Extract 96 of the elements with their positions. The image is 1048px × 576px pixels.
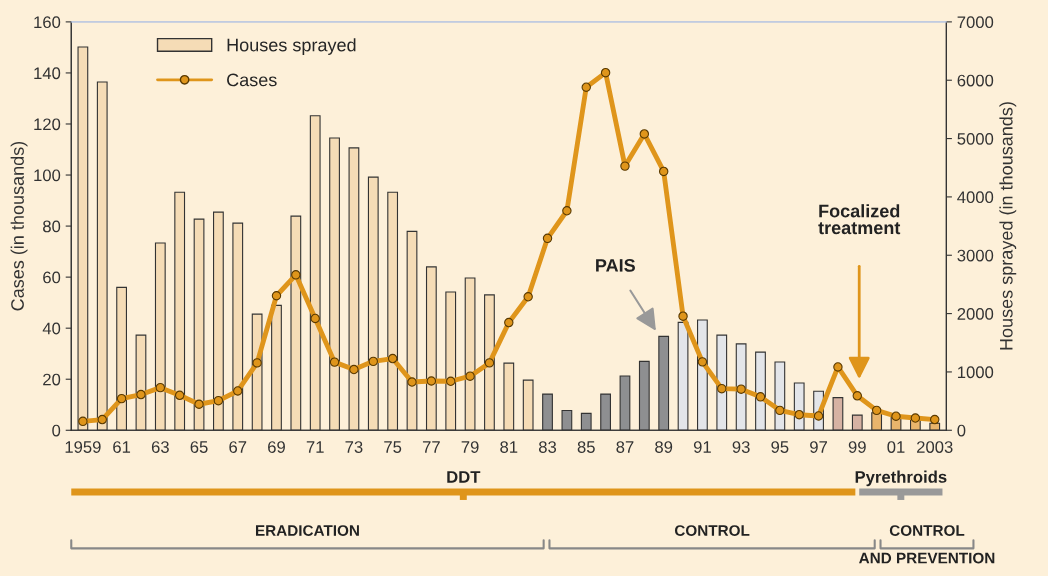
- x-tick-label: 93: [732, 441, 750, 453]
- point: [600, 67, 611, 78]
- y-tick-label: 120: [34, 118, 61, 131]
- point: [116, 393, 127, 404]
- annotation: PAIS: [596, 258, 635, 272]
- point: [213, 395, 224, 406]
- point: [620, 161, 630, 171]
- point: [310, 313, 320, 324]
- point: [174, 390, 185, 401]
- text: CONTROL: [674, 525, 750, 536]
- point: [697, 357, 708, 367]
- point: [852, 391, 863, 401]
- point: [155, 382, 166, 393]
- y2-tick-label: 5000: [957, 132, 994, 145]
- point: [194, 399, 204, 409]
- annotation: Focalized treatment: [818, 204, 901, 235]
- x-tick-label: 65: [190, 441, 208, 453]
- point: [78, 416, 88, 427]
- x-tick-label: 85: [577, 441, 595, 453]
- point: [717, 383, 727, 394]
- point: [426, 376, 437, 386]
- point: [581, 82, 591, 92]
- y2-tick-label: 7000: [957, 16, 994, 29]
- x-tick-label: 91: [693, 441, 711, 453]
- point: [349, 364, 359, 375]
- x-tick-label: 71: [306, 441, 324, 453]
- point: [368, 356, 379, 367]
- point: [523, 292, 533, 302]
- point: [658, 166, 669, 177]
- text: CONTROL AND PREVENTION: [859, 525, 995, 564]
- x-tick-label: 81: [500, 441, 518, 453]
- point: [504, 317, 514, 328]
- y-tick-label: 100: [34, 169, 61, 182]
- x-tick-label: 61: [113, 441, 131, 453]
- y-tick-label: 60: [43, 271, 61, 284]
- point: [813, 411, 824, 421]
- x-tick-label: 2003: [917, 441, 953, 453]
- y-tick-label: 140: [34, 67, 61, 80]
- text: DDT: [447, 471, 481, 483]
- x-tick-label: 67: [229, 441, 247, 453]
- x-tick-label: 69: [268, 441, 285, 453]
- y-tick-label: 80: [43, 220, 61, 233]
- point: [252, 358, 262, 368]
- point: [910, 413, 921, 423]
- x-tick-label: 87: [616, 441, 634, 453]
- point: [387, 353, 398, 364]
- x-tick-label: 63: [151, 441, 169, 453]
- point: [233, 386, 243, 396]
- x-tick-label: 97: [810, 441, 827, 453]
- point: [446, 376, 456, 386]
- text: Pyrethroids: [855, 470, 947, 487]
- point: [871, 405, 882, 416]
- y-tick-label: 40: [42, 322, 61, 335]
- y2-axis-title: Houses sprayed (in thousands): [999, 102, 1017, 350]
- point: [678, 311, 688, 321]
- point: [542, 233, 553, 244]
- y-tick-label: 20: [43, 373, 61, 386]
- point: [465, 371, 475, 381]
- x-tick-label: 83: [538, 441, 557, 453]
- point: [639, 129, 650, 139]
- point: [755, 392, 766, 402]
- point: [891, 411, 901, 421]
- x-tick-label: 73: [345, 441, 363, 453]
- x-tick-label: 89: [655, 441, 673, 453]
- x-tick-label: 01: [887, 441, 905, 453]
- x-tick-label: 95: [771, 441, 789, 453]
- y-axis-title: Cases (in thousands): [10, 141, 28, 311]
- x-tick-label: 1959: [65, 441, 101, 453]
- x-tick-label: 99: [848, 441, 866, 453]
- point: [407, 377, 417, 387]
- point: [329, 357, 340, 367]
- y2-tick-label: 6000: [957, 74, 994, 87]
- y-tick-label: 160: [34, 16, 61, 29]
- point: [97, 414, 107, 425]
- point: [775, 405, 785, 416]
- y2-tick-label: 4000: [957, 191, 994, 204]
- y2-tick-label: 1000: [958, 366, 994, 379]
- point: [136, 389, 146, 400]
- point: [930, 414, 940, 425]
- y2-tick-label: 2000: [957, 307, 994, 320]
- x-tick-label: 77: [422, 441, 440, 453]
- point: [484, 358, 495, 368]
- legend-label: Cases: [227, 73, 277, 87]
- text: ERADICATION: [256, 525, 359, 536]
- point: [736, 384, 746, 394]
- y2-tick-label: 0: [957, 424, 966, 437]
- x-tick-label: 79: [461, 441, 479, 453]
- point: [562, 206, 572, 216]
- y-tick-label: 0: [52, 424, 61, 437]
- x-tick-label: 75: [384, 441, 402, 453]
- legend-label: Houses sprayed: [227, 38, 356, 55]
- y2-tick-label: 3000: [957, 249, 994, 262]
- point: [794, 409, 804, 420]
- point: [833, 362, 843, 372]
- point: [271, 291, 282, 301]
- point: [291, 270, 301, 280]
